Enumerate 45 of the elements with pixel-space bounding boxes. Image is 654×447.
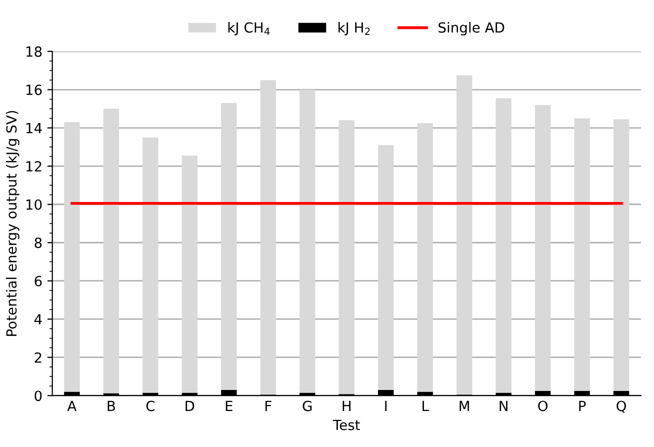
y-tick-label: 8 [34,238,42,248]
x-tick-label: I [385,400,387,412]
bar [260,80,276,395]
x-tick-label: C [146,400,155,412]
y-tick-label: 10 [26,199,42,210]
bar [182,156,198,393]
x-tick-label: Q [616,400,626,413]
x-tick-label: N [500,400,508,412]
bar [456,75,472,395]
y-tick-label: 2 [34,352,42,363]
legend-label: kJ H$_{2}$ [338,22,370,36]
bar [613,119,630,391]
y-tick-label: 4 [34,314,42,324]
legend-label: kJ CH$_{4}$ [228,22,270,36]
x-tick-label: G [302,400,312,412]
legend-label: Single AD [438,22,504,36]
bar [103,108,120,394]
bar [338,120,354,394]
x-tick-label: M [460,400,469,412]
bar [142,137,158,393]
bar [378,145,394,390]
x-tick-label: F [266,400,272,412]
y-tick-label: 14 [26,123,42,134]
x-tick-label: A [67,400,77,412]
y-tick-label: 6 [34,276,42,286]
bar [417,123,433,392]
y-tick-label: 12 [26,161,42,172]
y-axis-title: Potential energy output (kJ/g SV) [6,110,20,336]
x-tick-label: H [342,400,350,412]
x-axis-title: Test [332,420,360,430]
x-tick-label: P [579,400,586,412]
x-tick-label: D [186,400,194,412]
bar [64,122,80,392]
y-tick-label: 18 [26,46,42,57]
bar [221,103,237,390]
bar [574,118,590,391]
x-tick-label: E [226,400,232,412]
bar [496,98,512,393]
bar [534,104,551,391]
bar [300,90,316,393]
x-tick-label: L [422,400,429,412]
y-tick-label: 0 [34,390,42,402]
x-tick-label: O [538,400,548,412]
y-tick-label: 16 [26,84,42,96]
x-tick-label: B [108,400,115,412]
